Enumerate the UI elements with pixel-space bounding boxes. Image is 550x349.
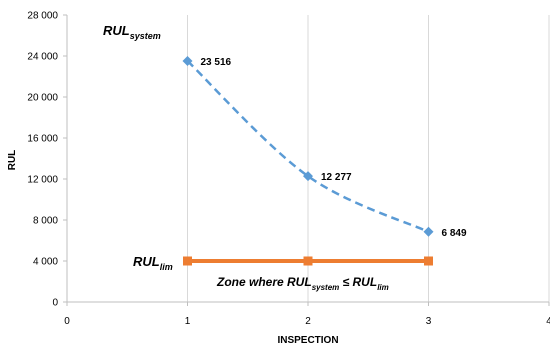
rul-system-sub: system [130, 31, 161, 41]
series-1-point-1 [303, 256, 313, 266]
rul-lim-base: RUL [133, 254, 160, 269]
data-label-0-2: 6 849 [442, 228, 467, 239]
x-tick-label-2: 2 [305, 316, 311, 327]
series-1-point-0 [183, 256, 192, 266]
x-tick-label-0: 0 [64, 316, 70, 327]
zone-text-1: Zone where RUL [216, 275, 312, 289]
y-tick-label-0: 0 [52, 298, 58, 309]
y-tick-label-28000: 28 000 [27, 11, 58, 22]
series-layer [182, 55, 434, 266]
zone-sub-1: system [312, 283, 340, 292]
y-tick-label-4000: 4 000 [33, 257, 58, 268]
data-label-0-1: 12 277 [321, 172, 352, 183]
zone-sub-2: lim [377, 283, 389, 292]
x-axis-label: INSPECTION [277, 335, 338, 346]
zone-op: ≤ RUL [339, 275, 377, 289]
data-labels: 23 516 12 277 6 849 [201, 57, 467, 239]
zone-annotation: Zone where RULsystem ≤ RULlim [216, 275, 389, 292]
series-0-line [186, 60, 430, 233]
series-0-point-0 [182, 55, 193, 66]
x-tick-label-4: 4 [546, 316, 550, 327]
y-axis-label: RUL [7, 150, 18, 171]
axes [63, 14, 550, 306]
data-label-0-0: 23 516 [201, 57, 232, 68]
y-tick-labels: 0 4 000 8 000 12 000 16 000 20 000 24 000 28 00… [27, 11, 58, 309]
y-tick-label-24000: 24 000 [27, 52, 58, 63]
rul-system-base: RUL [103, 23, 130, 38]
series-0-point-2 [423, 226, 434, 237]
y-tick-label-16000: 16 000 [27, 134, 58, 145]
series-1-point-2 [424, 256, 433, 266]
rul-lim-sub: lim [160, 262, 173, 272]
x-tick-label-3: 3 [426, 316, 432, 327]
grid-lines [187, 15, 550, 302]
y-tick-label-8000: 8 000 [33, 216, 58, 227]
rul-lim-annotation: RULlim [133, 254, 173, 272]
y-tick-label-12000: 12 000 [27, 175, 58, 186]
x-tick-label-1: 1 [185, 316, 191, 327]
x-tick-labels: 0 1 2 3 4 [64, 316, 550, 327]
rul-system-annotation: RULsystem [103, 23, 161, 41]
y-tick-label-20000: 20 000 [27, 93, 58, 104]
series-0-point-1 [303, 171, 313, 182]
